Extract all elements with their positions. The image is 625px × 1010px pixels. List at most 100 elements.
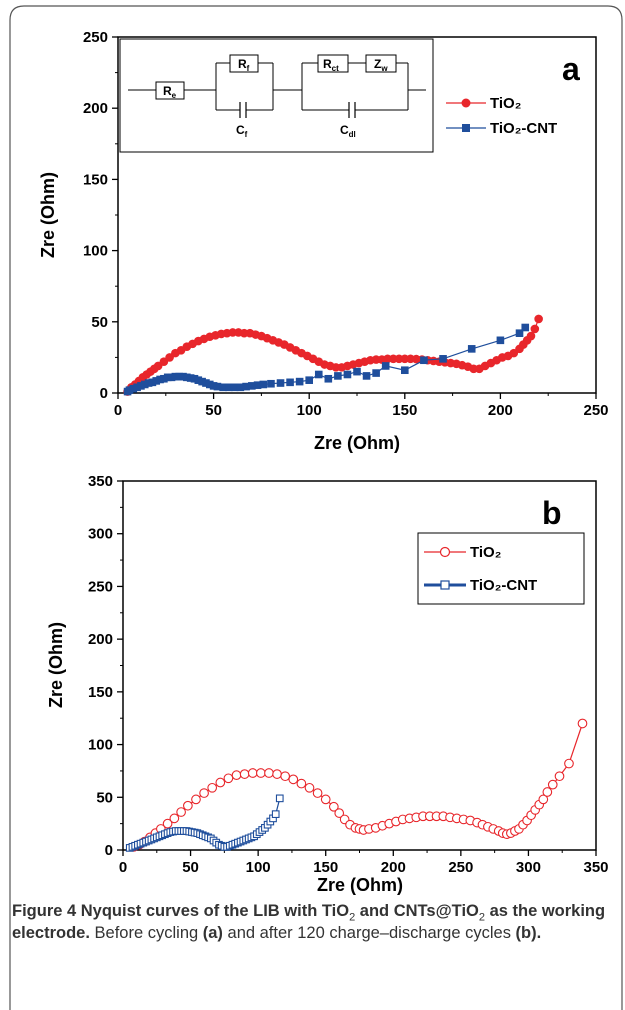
data-point-tio2-a-75	[530, 324, 540, 334]
data-point-tio2-cnt-a-3	[133, 383, 141, 392]
data-point-tio2-cnt-a-11	[163, 373, 172, 382]
data-point-tio2-cnt-a-14	[175, 372, 183, 381]
data-point-tio2-cnt-a-49	[467, 345, 476, 353]
data-point-tio2-cnt-a-44	[372, 369, 380, 377]
data-point-tio2-cnt-a-31	[253, 381, 262, 389]
data-point-tio2-b-12	[207, 782, 218, 793]
data-point-tio2-cnt-a-5	[140, 380, 149, 389]
data-point-tio2-b-65	[538, 794, 549, 805]
data-point-tio2-a-76	[534, 314, 543, 324]
data-point-tio2-cnt-a-13	[171, 372, 180, 381]
data-point-tio2-b-23	[296, 778, 307, 789]
x-tick-label-b-5: 250	[448, 859, 473, 876]
figure-caption: Figure 4 Nyquist curves of the LIB with …	[12, 900, 612, 944]
panel-label-b: b	[542, 495, 562, 531]
legend-label-tio2-cnt-a: TiO₂-CNT	[490, 120, 557, 137]
x-tick-label-b-3: 150	[313, 859, 338, 876]
y-tick-label-b-3: 150	[88, 684, 113, 701]
legend-marker-tio2-cnt-b	[440, 580, 450, 590]
y-tick-label-b-7: 350	[88, 473, 113, 490]
data-point-tio2-cnt-a-21	[202, 379, 210, 387]
data-point-tio2-cnt-a-28	[236, 383, 245, 392]
caption-sub-2: 2	[478, 911, 485, 924]
x-tick-label-a-4: 200	[488, 402, 513, 419]
y-tick-label-a-4: 200	[83, 100, 108, 117]
data-point-tio2-b-8	[176, 807, 186, 817]
chart-panel-b: 0 50 100 150 200 250 300 350 0 50 100 150 200 250 300 3…	[46, 473, 609, 895]
data-point-tio2-cnt-a-30	[248, 382, 256, 390]
axis-ticks-a: 0 50 100 150 200 250 0 50 100 150 200 250	[83, 29, 609, 419]
data-point-tio2-cnt-a-2	[129, 384, 138, 393]
data-point-tio2-cnt-a-4	[137, 382, 145, 390]
data-point-tio2-b-19	[264, 768, 274, 778]
data-point-tio2-b-70	[577, 718, 588, 729]
data-point-tio2-cnt-a-12	[167, 373, 176, 382]
axis-ticks-b: 0 50 100 150 200 250 300 350 0 50 100 150 200 250 300 3…	[88, 473, 609, 876]
y-tick-label-b-1: 50	[96, 789, 113, 806]
data-point-tio2-cnt-a-33	[267, 379, 275, 388]
data-point-tio2-cnt-a-52	[521, 323, 530, 332]
data-point-tio2-cnt-a-50	[496, 336, 505, 345]
x-tick-label-b-7: 350	[583, 859, 608, 876]
y-axis-title-a: Zre (Ohm)	[38, 172, 58, 258]
data-point-tio2-cnt-a-27	[230, 383, 239, 392]
caption-panel-b-ref: (b).	[515, 924, 542, 942]
legend-box-b	[417, 532, 585, 605]
data-point-tio2-b-27	[328, 801, 339, 812]
data-point-tio2-cnt-b-55	[275, 794, 284, 803]
x-tick-label-b-0: 0	[119, 859, 127, 876]
data-point-tio2-cnt-a-40	[334, 372, 342, 380]
data-point-tio2-b-67	[547, 779, 558, 790]
data-point-tio2-b-9	[183, 800, 193, 811]
x-tick-label-a-3: 150	[392, 402, 417, 419]
series-group-a	[123, 314, 543, 396]
series-group-b	[125, 718, 588, 852]
data-point-tio2-cnt-a-39	[324, 374, 333, 383]
x-axis-title-b: Zre (Ohm)	[317, 875, 403, 895]
y-tick-label-a-5: 250	[83, 29, 108, 46]
data-point-tio2-b-18	[255, 768, 266, 778]
data-point-tio2-cnt-a-37	[305, 376, 313, 384]
data-point-tio2-b-68	[554, 771, 565, 782]
x-axis-title-a: Zre (Ohm)	[314, 433, 400, 453]
equivalent-circuit-inset: Re Rf Cf Rct Zw Cdl	[119, 38, 434, 153]
y-tick-label-b-5: 250	[88, 578, 113, 595]
data-point-tio2-b-69	[564, 758, 574, 769]
data-point-tio2-b-17	[247, 768, 258, 778]
x-tick-label-a-1: 50	[205, 402, 222, 419]
data-point-tio2-cnt-a-38	[314, 370, 323, 379]
legend-marker-tio2-a	[461, 98, 471, 108]
data-point-tio2-cnt-a-23	[209, 382, 218, 390]
inset-label-rf: Rf	[238, 57, 250, 73]
data-point-tio2-b-16	[239, 769, 250, 779]
data-point-tio2-b-22	[288, 774, 299, 785]
caption-text-2: and after 120 charge–discharge cycles	[222, 924, 516, 942]
data-point-tio2-cnt-a-6	[144, 379, 153, 387]
data-point-tio2-cnt-a-7	[148, 378, 157, 387]
caption-text-1: Before cycling	[89, 924, 203, 942]
data-point-tio2-a-74	[526, 331, 536, 341]
data-point-tio2-cnt-a-45	[381, 362, 390, 370]
y-tick-label-b-6: 300	[88, 526, 113, 543]
data-point-tio2-b-26	[320, 794, 331, 805]
data-point-tio2-cnt-a-19	[194, 376, 203, 384]
data-point-tio2-b-13	[215, 777, 226, 788]
data-point-tio2-cnt-a-22	[205, 380, 214, 389]
data-point-tio2-b-11	[199, 788, 209, 798]
data-point-tio2-b-6	[162, 818, 173, 829]
y-tick-label-b-4: 200	[88, 631, 113, 648]
data-point-tio2-cnt-a-36	[295, 377, 304, 386]
figure-border	[9, 5, 623, 1010]
x-tick-label-a-2: 100	[297, 402, 322, 419]
caption-bold-1: Figure 4 Nyquist curves of the LIB with …	[12, 902, 350, 920]
chart-panel-a: 0 50 100 150 200 250 0 50 100 150 200 250	[38, 29, 609, 453]
data-point-tio2-cnt-a-15	[179, 372, 187, 381]
data-point-tio2-cnt-a-9	[156, 375, 164, 384]
caption-bold-3: as the working electrode.	[12, 902, 606, 942]
data-point-tio2-cnt-a-47	[420, 356, 428, 365]
data-point-tio2-b-7	[169, 813, 180, 824]
data-point-tio2-b-20	[272, 769, 282, 779]
data-point-tio2-cnt-a-43	[362, 372, 371, 380]
data-point-tio2-cnt-a-17	[186, 374, 195, 382]
